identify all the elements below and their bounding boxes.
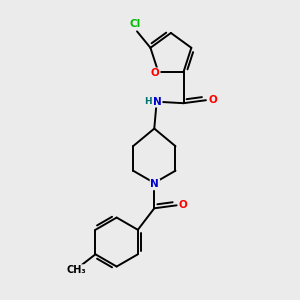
Text: H: H: [145, 97, 152, 106]
Text: Cl: Cl: [129, 19, 140, 29]
Text: N: N: [151, 179, 159, 189]
Text: O: O: [208, 95, 217, 105]
Text: O: O: [151, 68, 160, 78]
Text: N: N: [153, 97, 162, 107]
Text: CH₃: CH₃: [67, 265, 86, 275]
Text: O: O: [179, 200, 188, 210]
